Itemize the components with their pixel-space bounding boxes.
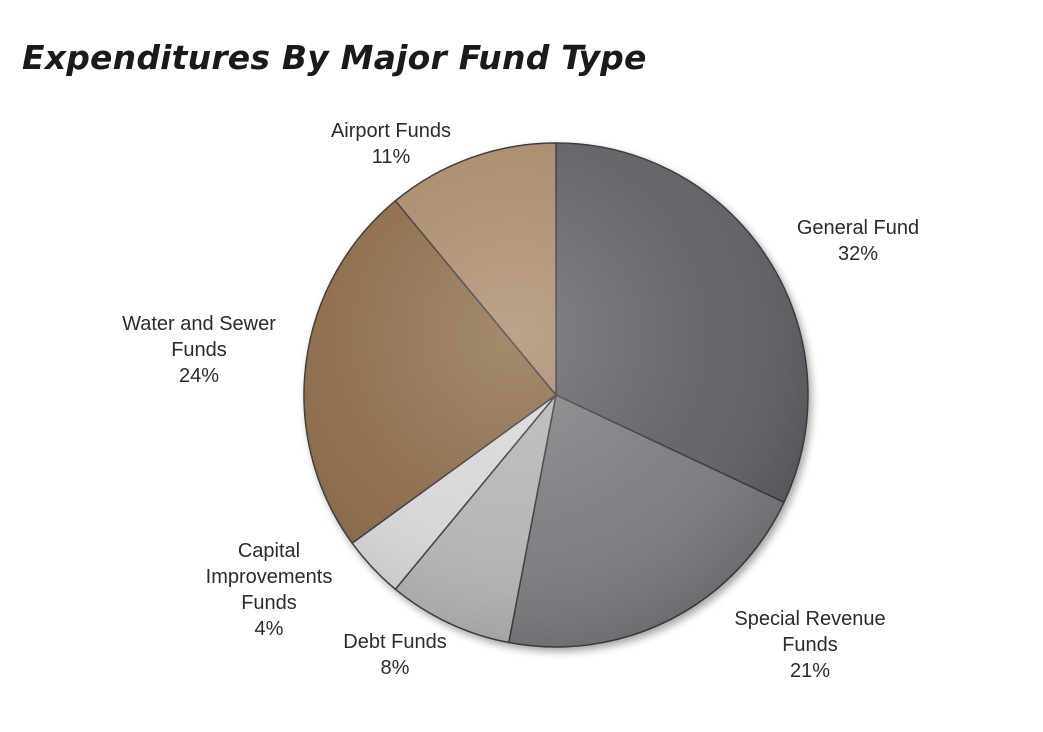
- slice-label-capital-improvements-funds: Capital Improvements Funds 4%: [206, 538, 333, 642]
- slice-label-general-fund: General Fund 32%: [797, 215, 919, 267]
- slice-label-name: Debt Funds: [343, 631, 447, 653]
- slice-label-special-revenue-funds: Special Revenue Funds 21%: [734, 606, 885, 684]
- slice-label-percent: 21%: [789, 660, 831, 682]
- slice-label-name: Capital Improvements Funds: [205, 540, 333, 614]
- slice-label-airport-funds: Airport Funds 11%: [331, 118, 451, 170]
- slice-label-percent: 8%: [380, 657, 410, 679]
- slice-label-debt-funds: Debt Funds 8%: [343, 629, 446, 681]
- slice-label-name: Water and Sewer Funds: [122, 313, 276, 361]
- chart-title: Expenditures By Major Fund Type: [22, 38, 647, 77]
- slice-label-percent: 4%: [254, 618, 284, 640]
- slice-label-percent: 11%: [371, 146, 411, 168]
- slice-label-percent: 24%: [178, 365, 220, 387]
- slice-label-name: Special Revenue Funds: [734, 608, 886, 656]
- slice-label-name: Airport Funds: [330, 120, 452, 142]
- slice-label-percent: 32%: [837, 243, 879, 265]
- pie-slices: [303, 142, 809, 648]
- slice-label-water-and-sewer-funds: Water and Sewer Funds 24%: [122, 311, 276, 389]
- slice-label-name: General Fund: [796, 217, 920, 239]
